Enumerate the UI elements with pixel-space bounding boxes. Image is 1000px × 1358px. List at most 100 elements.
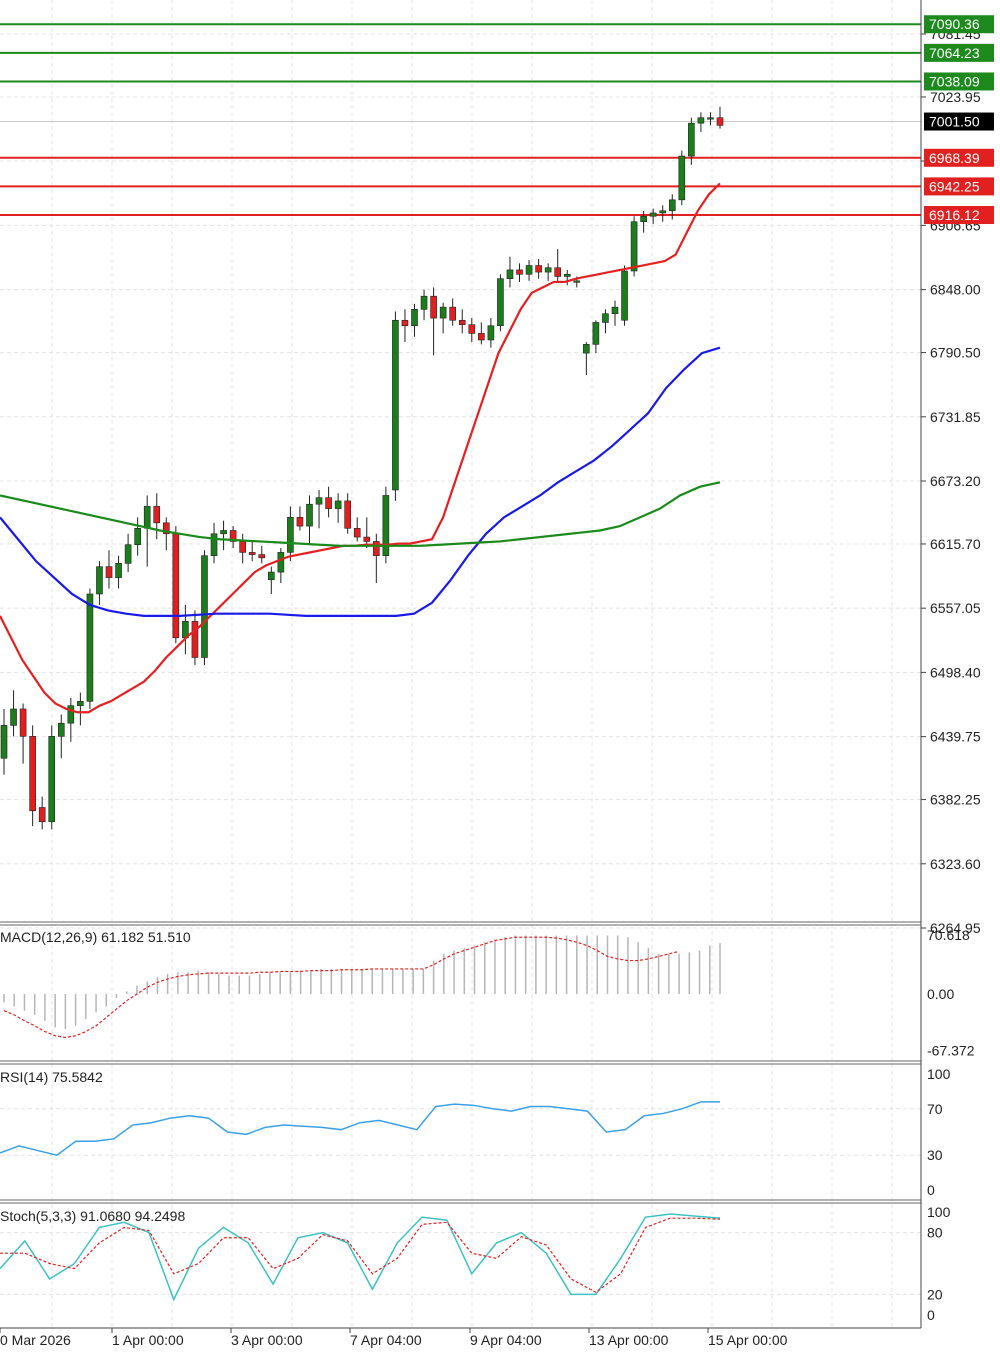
- candle-body: [439, 306, 447, 319]
- candle-body: [325, 497, 332, 509]
- y-tick-label: 6439.75: [930, 729, 981, 745]
- candle-body: [611, 306, 619, 314]
- candle-body: [229, 530, 237, 542]
- candle-body: [707, 117, 714, 120]
- candle-body: [525, 265, 533, 275]
- candle-body: [258, 554, 266, 559]
- candle-body: [344, 500, 351, 529]
- candle-body: [353, 528, 361, 538]
- candle-body: [516, 269, 523, 275]
- stoch-main-line: [0, 1213, 721, 1302]
- current-price-box: [924, 112, 994, 131]
- candle-body: [382, 495, 390, 556]
- stoch-y-tick-label: 100: [927, 1204, 951, 1220]
- candle-body: [191, 621, 199, 658]
- candle-body: [401, 319, 409, 327]
- candle-body: [420, 295, 428, 310]
- candle-body: [678, 155, 686, 201]
- candle-body: [487, 325, 495, 341]
- candle-body: [268, 571, 275, 581]
- candle-body: [29, 736, 36, 812]
- x-tick-label: 7 Apr 04:00: [350, 1332, 422, 1348]
- macd-y-tick-label: -67.372: [927, 1042, 975, 1058]
- macd-pane: MACD(12,26,9) 61.182 51.510: [0, 929, 721, 1039]
- rsi-y-tick-label: 30: [927, 1147, 943, 1163]
- stoch-y-tick-label: 0: [927, 1307, 935, 1323]
- candle-body: [716, 117, 724, 126]
- macd-title: MACD(12,26,9) 61.182 51.510: [0, 929, 191, 945]
- candle-body: [506, 269, 514, 279]
- candle-body: [468, 324, 476, 334]
- candle-body: [363, 536, 371, 542]
- rsi-y-tick-label: 0: [927, 1182, 935, 1198]
- level-label: 7090.36: [929, 16, 980, 32]
- candle-body: [143, 506, 151, 529]
- candle-body: [10, 708, 17, 726]
- candle-body: [458, 319, 466, 325]
- y-tick-label: 7023.95: [930, 89, 981, 105]
- candle-body: [38, 807, 46, 823]
- y-tick-label: 6615.70: [930, 536, 981, 552]
- candle-body: [306, 503, 313, 527]
- candle-body: [201, 555, 208, 658]
- x-tick-label: 15 Apr 00:00: [708, 1332, 788, 1348]
- candle-body: [96, 566, 103, 595]
- candle-body: [373, 541, 380, 556]
- candle-body: [19, 708, 27, 737]
- candle-body: [67, 705, 75, 724]
- grid: [0, 0, 921, 1328]
- y-tick-label: 6264.95: [930, 920, 981, 936]
- level-label-box: [924, 72, 994, 91]
- candle-body: [248, 552, 256, 555]
- level-label-box: [924, 177, 994, 196]
- candle-body: [315, 497, 323, 505]
- y-tick-label: 6498.40: [930, 664, 981, 680]
- y-tick-label: 6790.50: [930, 345, 981, 361]
- rsi-pane: RSI(14) 75.5842: [0, 1069, 720, 1157]
- y-tick-label: 6382.25: [930, 792, 981, 808]
- candle-body: [153, 506, 161, 524]
- candle-body: [592, 322, 600, 345]
- candle-body: [162, 522, 170, 535]
- x-tick-label: 9 Apr 04:00: [470, 1332, 542, 1348]
- level-label: 6968.39: [929, 150, 980, 166]
- candle-body: [124, 544, 132, 564]
- y-tick-label: 6731.85: [930, 409, 981, 425]
- rsi-title: RSI(14) 75.5842: [0, 1069, 103, 1085]
- candle-body: [287, 517, 294, 553]
- candle-body: [239, 541, 246, 553]
- candle-body: [296, 517, 304, 527]
- candle-body: [544, 267, 552, 273]
- candle-body: [554, 267, 562, 277]
- x-tick-label: 13 Apr 00:00: [589, 1332, 669, 1348]
- x-tick-label: 1 Apr 00:00: [112, 1332, 184, 1348]
- candle-body: [583, 344, 590, 354]
- candle-body: [134, 528, 141, 546]
- candle-body: [649, 212, 657, 217]
- candle-body: [640, 215, 647, 223]
- candle-body: [77, 700, 84, 706]
- candle-body: [210, 533, 218, 556]
- macd-signal-line: [3, 936, 680, 1039]
- ma-green-line: [0, 481, 721, 547]
- candle-body: [220, 530, 227, 535]
- candle-body: [478, 333, 485, 341]
- candle-body: [277, 552, 285, 573]
- candle-body: [563, 273, 571, 277]
- candle-body: [334, 500, 342, 509]
- candle-body: [115, 563, 122, 578]
- level-label: 7064.23: [929, 45, 980, 61]
- rsi-line: [0, 1101, 720, 1157]
- y-tick-label: 6848.00: [930, 282, 981, 298]
- stoch-title: Stoch(5,3,3) 91.0680 94.2498: [0, 1208, 185, 1224]
- candle-body: [688, 122, 695, 157]
- candle-body: [535, 265, 542, 273]
- y-tick-label: 6323.60: [930, 856, 981, 872]
- candle-body: [602, 313, 609, 323]
- candle-body: [411, 309, 418, 327]
- level-label-box: [924, 148, 994, 167]
- candle-body: [659, 210, 667, 214]
- level-label: 6942.25: [929, 178, 980, 194]
- candle-body: [630, 221, 638, 272]
